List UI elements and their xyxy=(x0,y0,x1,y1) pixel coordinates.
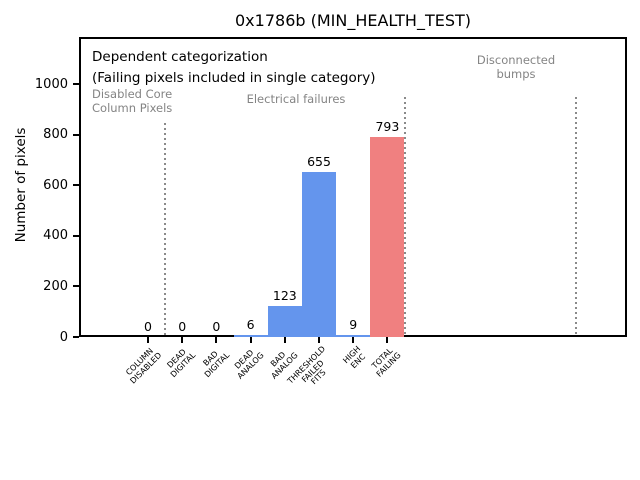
annotation-dependent-categorization: Dependent categorization (Failing pixels… xyxy=(92,47,376,89)
bar xyxy=(267,305,302,337)
x-tick-mark xyxy=(181,337,184,343)
y-tick-mark xyxy=(73,234,79,237)
bar-value-label: 0 xyxy=(144,319,152,334)
bar-value-label: 793 xyxy=(375,118,400,134)
y-tick-label: 200 xyxy=(43,278,68,294)
y-tick-mark xyxy=(73,285,79,288)
group-separator-line xyxy=(403,97,406,337)
annotation-dependent-line2: (Failing pixels included in single categ… xyxy=(92,70,376,86)
region-label-disabled-core: Disabled Core Column Pixels xyxy=(92,87,173,115)
bar xyxy=(336,334,371,337)
y-tick-label: 0 xyxy=(59,329,68,345)
group-separator-line xyxy=(164,122,167,337)
region-label-electrical-failures: Electrical failures xyxy=(246,92,346,106)
x-tick-mark xyxy=(147,337,149,343)
bar-value-label: 6 xyxy=(246,317,255,333)
y-tick-mark xyxy=(73,336,79,338)
bar xyxy=(370,136,405,337)
x-tick-mark xyxy=(318,337,320,343)
annotation-dependent-line1: Dependent categorization xyxy=(92,49,268,65)
bar-value-label: 655 xyxy=(307,153,331,169)
x-tick-mark xyxy=(352,337,355,343)
x-tick-label: BAD DIGITAL xyxy=(201,349,232,379)
x-tick-mark xyxy=(249,337,252,343)
bar-value-label: 9 xyxy=(349,316,358,332)
y-tick-mark xyxy=(73,83,79,86)
x-tick-label: DEAD DIGITAL xyxy=(165,347,197,379)
x-tick-mark xyxy=(283,337,286,343)
bar xyxy=(233,335,268,337)
y-tick-mark xyxy=(73,184,79,187)
y-tick-label: 800 xyxy=(43,127,68,143)
bar-value-label: 123 xyxy=(272,287,297,303)
y-tick-label: 1000 xyxy=(34,76,68,92)
x-tick-label: DEAD ANALOG xyxy=(232,348,266,381)
y-tick-label: 400 xyxy=(43,228,68,244)
bar-value-label: 0 xyxy=(212,319,221,334)
x-tick-label: TOTAL FAILING xyxy=(369,346,403,379)
x-tick-mark xyxy=(386,337,389,343)
bar-value-label: 0 xyxy=(178,319,187,334)
x-tick-mark xyxy=(215,337,218,343)
x-tick-label: HIGH ENC xyxy=(340,344,367,370)
region-label-disconnected-bumps: Disconnected bumps xyxy=(476,53,556,81)
bar xyxy=(301,171,337,337)
group-separator-line xyxy=(574,97,577,337)
y-tick-label: 600 xyxy=(43,177,68,193)
y-tick-mark xyxy=(73,133,79,136)
chart-title: 0x1786b (MIN_HEALTH_TEST) xyxy=(235,11,471,30)
x-tick-label: COLUMN DISABLED xyxy=(123,346,163,386)
